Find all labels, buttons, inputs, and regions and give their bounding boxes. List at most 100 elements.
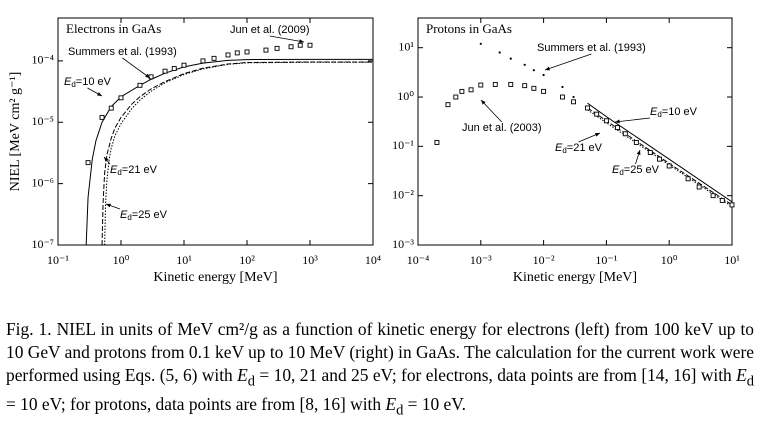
y-tick-label: 10⁻¹: [392, 138, 414, 152]
x-tick-label: 10⁻³: [470, 253, 492, 267]
panel-title: Electrons in GaAs: [66, 21, 161, 36]
annotation: Summers et al. (1993): [68, 46, 177, 58]
data-point: [666, 163, 672, 169]
data-point: [710, 193, 716, 199]
annotation: Ed=25 eV: [612, 164, 660, 177]
caption-text: = 10 eV.: [403, 394, 466, 415]
data-point: [603, 118, 609, 124]
x-tick-label: 10⁻⁴: [407, 253, 430, 267]
annotation: Ed=10 eV: [64, 76, 112, 89]
annotation: Jun et al. (2003): [462, 122, 542, 134]
data-point: [171, 66, 177, 72]
data-point: [445, 102, 451, 108]
data-point: [542, 73, 545, 77]
data-point: [594, 111, 600, 117]
arrow-head: [636, 150, 641, 155]
arrow-head: [481, 100, 486, 105]
y-tick-label: 10⁻³: [392, 237, 414, 251]
data-point: [532, 69, 535, 72]
data-point: [162, 68, 168, 74]
data-point: [244, 49, 250, 55]
data-point: [531, 85, 537, 91]
data-point: [478, 82, 484, 88]
arrow-head: [615, 119, 620, 124]
annotation-symbol: E: [555, 142, 563, 154]
data-point: [615, 125, 620, 131]
data-point: [561, 85, 564, 89]
annotation: Ed=25 eV: [120, 209, 168, 222]
x-tick-label: 10⁴: [365, 253, 381, 267]
annotation-subscript: d: [657, 110, 661, 119]
data-point: [498, 51, 501, 54]
x-tick-label: 10²: [239, 253, 255, 267]
plot-frame: [57, 17, 374, 246]
data-point: [685, 176, 691, 182]
data-point: [288, 44, 294, 50]
x-tick-label: 10¹: [724, 253, 740, 267]
annotation-subscript: d: [619, 168, 623, 177]
arrow-head: [545, 66, 550, 71]
y-tick-label: 10⁻⁵: [31, 114, 54, 128]
caption-symbol: E: [736, 365, 747, 385]
annotation-symbol: E: [650, 106, 658, 118]
annotation-subscript: d: [127, 213, 131, 222]
x-tick-label: 10⁻¹: [595, 253, 617, 267]
annotation: Ed=21 eV: [110, 164, 158, 177]
plot-frame: [417, 17, 733, 246]
data-point: [571, 99, 577, 105]
caption-text: = 10 eV; for protons, data points are fr…: [6, 394, 386, 415]
data-point: [729, 202, 735, 208]
annotation-symbol: E: [120, 209, 128, 221]
y-axis-label: NIEL [MeV cm² g⁻¹]: [8, 72, 23, 192]
data-point: [99, 114, 105, 120]
annotation-arrow: [614, 117, 651, 123]
annotation-text: =10 eV: [662, 106, 698, 118]
annotation-arrow: [544, 53, 592, 71]
annotation: Ed=21 eV: [555, 142, 603, 155]
annotation-arrow: [269, 35, 305, 43]
data-point: [633, 139, 639, 145]
data-point: [696, 184, 702, 190]
caption-symbol: E: [237, 365, 248, 385]
data-point: [509, 57, 512, 60]
data-point: [200, 58, 206, 64]
data-point: [274, 45, 280, 51]
y-tick-label: 10⁰: [397, 89, 414, 103]
x-tick-label: 10¹: [176, 253, 192, 267]
data-point: [541, 88, 547, 94]
data-point: [492, 81, 498, 87]
arrow-head: [595, 132, 600, 137]
annotation-text: =21 eV: [122, 164, 158, 176]
annotation-subscript: d: [562, 146, 566, 155]
caption-symbol: E: [385, 394, 397, 415]
annotation-subscript: d: [71, 80, 75, 89]
x-tick-label: 10⁰: [113, 253, 130, 267]
x-tick-label: 10⁻¹: [47, 253, 69, 267]
y-tick-label: 10⁻⁴: [31, 53, 54, 67]
caption-subscript: d: [396, 402, 404, 419]
curve: [104, 61, 373, 245]
caption-text: = 10, 21 and 25 eV; for electrons, data …: [255, 365, 737, 385]
annotation-arrow: [122, 57, 151, 79]
data-point: [479, 42, 482, 45]
caption: Fig. 1. NIEL in units of MeV cm²/g as a …: [6, 318, 754, 423]
arrow-head: [106, 203, 111, 208]
data-point: [522, 83, 528, 89]
data-point: [622, 131, 628, 137]
panel-title: Protons in GaAs: [426, 21, 512, 36]
caption-text: Fig. 1. NIEL in units of MeV cm²/g as a …: [6, 319, 754, 385]
caption-subscript: d: [746, 373, 755, 390]
data-point: [108, 105, 114, 111]
data-point: [508, 81, 514, 87]
caption-subscript: d: [247, 373, 256, 390]
data-point: [585, 105, 590, 111]
curve: [587, 107, 732, 206]
x-tick-label: 10³: [302, 253, 318, 267]
data-point: [85, 160, 91, 166]
arrow-head: [97, 92, 102, 96]
data-point: [225, 52, 231, 58]
arrow-head: [104, 157, 109, 162]
y-tick-label: 10⁻⁶: [31, 175, 54, 189]
data-point: [468, 87, 474, 93]
data-point: [211, 55, 217, 61]
